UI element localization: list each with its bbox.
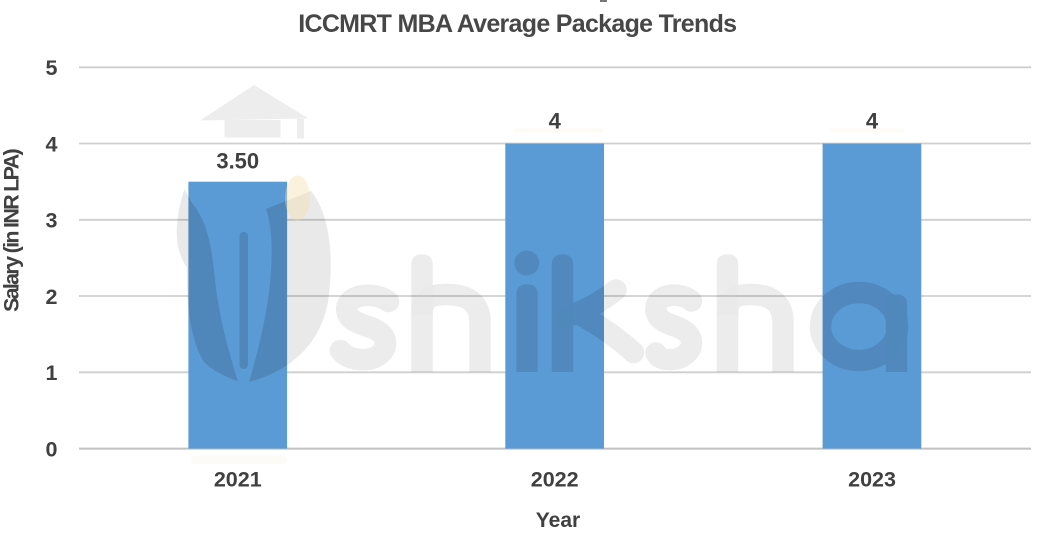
svg-text:2022: 2022 bbox=[531, 468, 579, 492]
svg-text:0: 0 bbox=[46, 437, 58, 461]
svg-text:4: 4 bbox=[866, 109, 879, 134]
svg-text:2021: 2021 bbox=[214, 468, 262, 492]
svg-text:Salary (in INR LPA): Salary (in INR LPA) bbox=[0, 148, 24, 312]
svg-text:2023: 2023 bbox=[848, 468, 896, 492]
svg-text:2: 2 bbox=[46, 285, 58, 309]
svg-text:3.50: 3.50 bbox=[216, 149, 259, 174]
svg-text:1: 1 bbox=[46, 361, 58, 385]
svg-text:5: 5 bbox=[46, 56, 58, 80]
svg-text:ICCMRT MBA Average Package Tre: ICCMRT MBA Average Package Trends bbox=[298, 10, 736, 38]
svg-text:3: 3 bbox=[46, 209, 58, 233]
svg-text:4: 4 bbox=[549, 109, 562, 134]
svg-text:4: 4 bbox=[46, 132, 58, 156]
svg-text:Year: Year bbox=[536, 509, 580, 532]
